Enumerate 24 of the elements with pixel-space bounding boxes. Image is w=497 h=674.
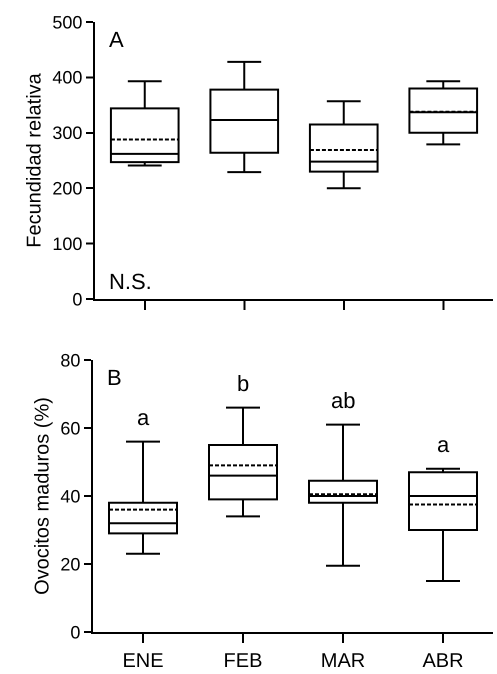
y-tick-label: 60 [60, 418, 80, 438]
y-tick-label: 0 [72, 289, 82, 310]
annotation: B [107, 365, 122, 390]
annotation: a [437, 432, 450, 457]
x-tick-label: ABR [422, 650, 464, 672]
x-tick-label: FEB [224, 650, 262, 672]
annotation: A [109, 27, 124, 52]
annotation: a [137, 405, 150, 430]
y-tick-label: 400 [52, 68, 82, 88]
y-tick-label: 0 [70, 622, 80, 642]
annotation: N.S. [109, 269, 152, 294]
y-tick-label: 20 [60, 554, 80, 574]
x-tick-label: ENE [122, 650, 164, 672]
x-tick-label: MAR [320, 650, 366, 672]
y-tick-label: 300 [52, 123, 82, 144]
annotation: ab [331, 388, 356, 413]
y-tick-label: 40 [60, 486, 80, 506]
y-tick-label: 80 [60, 350, 80, 370]
annotation: b [237, 371, 250, 396]
y-tick-label: 100 [52, 234, 82, 254]
y-tick-label: 500 [52, 12, 82, 32]
y-tick-label: 200 [52, 178, 82, 198]
y-axis-title: Fecundidad relativa [23, 72, 46, 248]
y-axis-title: Ovocitos maduros (%) [31, 397, 54, 595]
